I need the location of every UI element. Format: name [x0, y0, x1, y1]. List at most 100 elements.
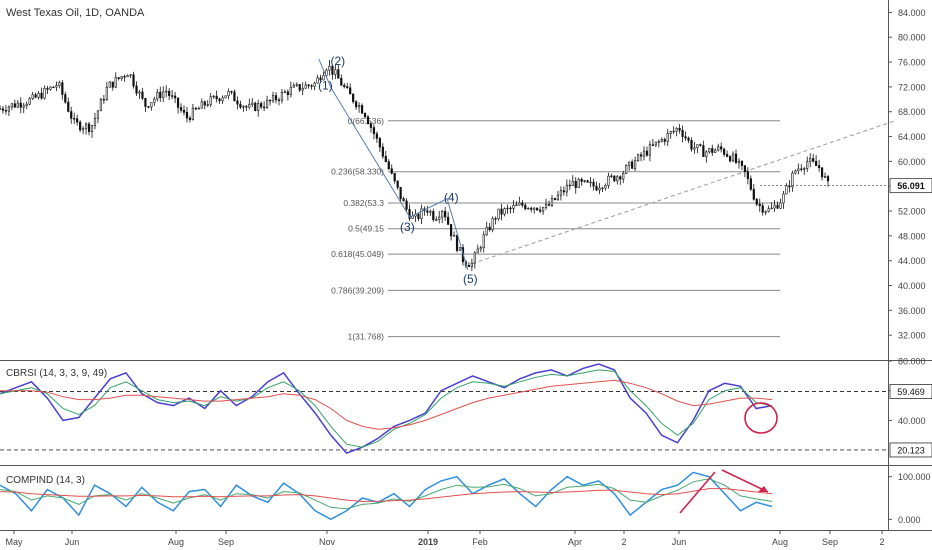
- candle-body: [292, 85, 295, 88]
- candle-body: [743, 165, 747, 172]
- candle-body: [426, 210, 429, 213]
- candle-body: [254, 102, 257, 111]
- candle-body: [218, 98, 221, 102]
- candle-body: [648, 144, 652, 156]
- candle-body: [794, 170, 797, 174]
- candle-body: [779, 202, 782, 209]
- candle-body: [791, 172, 794, 188]
- candle-body: [263, 106, 266, 109]
- candle-body: [672, 130, 675, 133]
- candle-body: [447, 216, 450, 225]
- y-tick-label: 40.000: [898, 416, 926, 426]
- candle-body: [191, 107, 195, 120]
- x-tick-label: 2: [621, 537, 626, 547]
- x-tick-label: Jun: [672, 537, 687, 547]
- candle-body: [806, 161, 809, 169]
- candle-body: [343, 84, 346, 87]
- candle-body: [589, 181, 592, 184]
- fib-level-label: 0.618(45.049): [331, 249, 384, 259]
- candle-body: [76, 118, 79, 123]
- price-axis[interactable]: 84.000 80.000 76.000 72.000 68.000 64.000 60.0…: [0, 0, 932, 531]
- candle-body: [583, 180, 586, 182]
- candle-body: [764, 211, 767, 213]
- candle-body: [304, 84, 307, 89]
- candle-body: [711, 148, 714, 153]
- candle-body: [562, 190, 565, 193]
- candle-body: [176, 97, 180, 108]
- candle-body: [550, 198, 554, 206]
- candle-body: [539, 209, 542, 212]
- candle-body: [274, 95, 278, 101]
- candle-body: [366, 116, 370, 125]
- candle-body: [283, 91, 287, 93]
- candle-body: [28, 98, 31, 105]
- candle-body: [363, 112, 367, 118]
- candle-body: [316, 77, 319, 84]
- cbrsi-title: CBRSI (14, 3, 3, 9, 49): [6, 368, 107, 379]
- candle-body: [61, 82, 64, 95]
- indicator-series-line: [0, 488, 773, 502]
- candle-body: [633, 160, 637, 169]
- candle-body: [105, 86, 108, 100]
- fib-level-label: 0.382(53.3: [343, 198, 384, 208]
- time-axis[interactable]: May Jun Aug Sep Nov 2019 Feb Apr 2 Jun Aug Sep 2: [5, 530, 885, 547]
- candle-body: [153, 98, 156, 103]
- candle-body: [31, 94, 34, 99]
- candle-body: [298, 84, 301, 91]
- candle-body: [595, 185, 598, 191]
- y-tick-label: 84.000: [898, 8, 926, 18]
- candle-body: [147, 106, 150, 108]
- candle-body: [826, 176, 830, 182]
- candle-body: [720, 146, 723, 150]
- candle-body: [669, 131, 672, 134]
- candle-body: [197, 107, 200, 110]
- candle-body: [408, 208, 411, 219]
- candle-body: [494, 218, 497, 220]
- candle-body: [666, 133, 669, 142]
- candle-body: [96, 110, 100, 119]
- candle-body: [49, 86, 52, 90]
- candle-body: [675, 128, 678, 132]
- candle-body: [93, 117, 97, 126]
- wave-path: [318, 58, 469, 271]
- cbrsi-level-badge: [889, 384, 932, 399]
- candle-body: [598, 187, 601, 191]
- candle-body: [506, 207, 509, 210]
- candle-body: [378, 138, 381, 148]
- cbrsi-level-badge: [889, 442, 932, 458]
- candle-body: [788, 185, 791, 188]
- candle-body: [541, 207, 545, 212]
- fib-level-label: 0(66.536): [348, 116, 385, 126]
- candle-body: [340, 77, 343, 86]
- candle-body: [90, 125, 94, 133]
- last-price-label: 56.091: [897, 181, 925, 191]
- candle-body: [242, 106, 245, 108]
- candle-body: [734, 153, 738, 163]
- candle-body: [352, 93, 355, 103]
- candle-body: [491, 218, 494, 231]
- compind-down-arrow: [721, 469, 769, 493]
- candle-body: [580, 178, 583, 182]
- candle-body: [815, 160, 818, 166]
- wave-label: (2): [330, 54, 345, 68]
- candle-body: [168, 90, 171, 96]
- candle-body: [574, 180, 577, 188]
- candle-body: [817, 165, 821, 168]
- candle-body: [417, 213, 420, 219]
- candle-body: [337, 69, 340, 79]
- candle-body: [230, 91, 233, 93]
- candle-body: [553, 198, 557, 200]
- candle-body: [52, 86, 55, 89]
- candle-body: [660, 139, 663, 142]
- candle-body: [524, 204, 527, 210]
- candle-body: [476, 248, 479, 254]
- y-tick-label: 76.000: [898, 58, 926, 68]
- candle-body: [473, 252, 476, 264]
- candle-body: [544, 204, 548, 208]
- candle-body: [749, 178, 752, 190]
- chart-marks: 0(66.536) 0.236(58.330) 0.382(53.3 0.5(49.1…: [0, 54, 932, 521]
- candle-body: [696, 144, 699, 148]
- candle-body: [0, 108, 2, 110]
- candle-body: [141, 91, 144, 99]
- candle-body: [586, 180, 589, 183]
